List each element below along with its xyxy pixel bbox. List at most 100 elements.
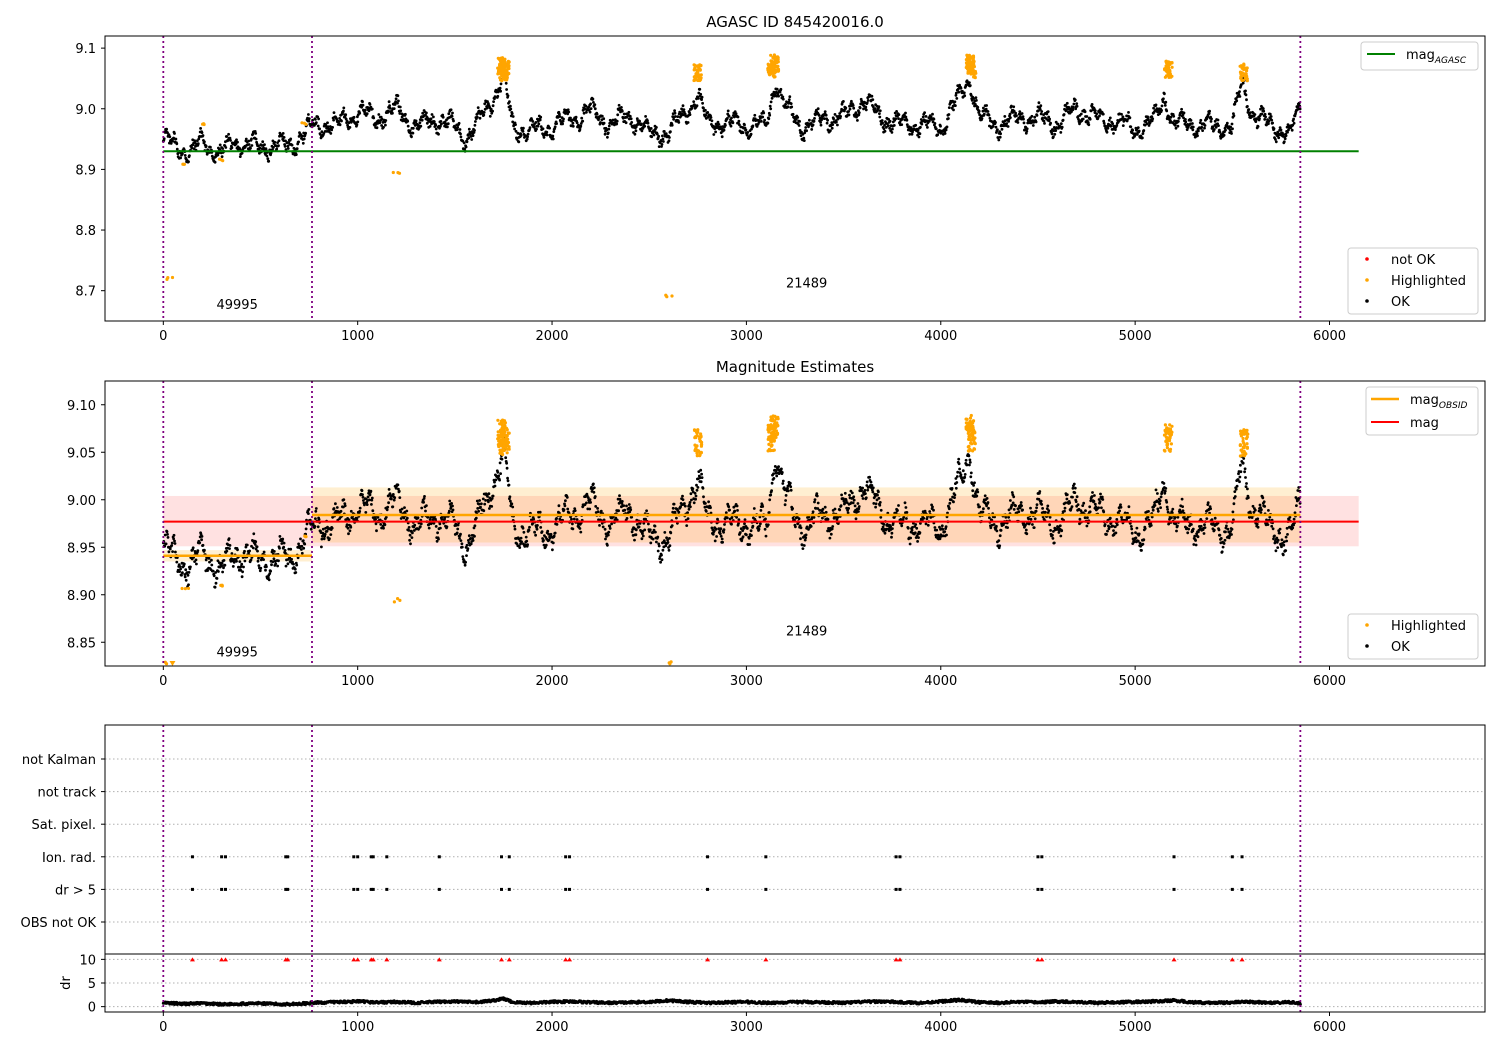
ok-point — [950, 487, 954, 490]
agasc-panel: AGASC ID 845420016.0 0 1000 2000 3000 4000 50… — [75, 13, 1486, 344]
ok-point — [764, 517, 767, 521]
ok-point — [1115, 518, 1119, 521]
ok-point — [661, 548, 665, 552]
ok-point — [745, 133, 749, 137]
ok-point — [584, 104, 588, 108]
ok-point — [655, 540, 658, 544]
ok-point — [398, 496, 402, 499]
ok-point — [1105, 130, 1109, 134]
ok-point — [375, 126, 379, 130]
ok-point — [459, 532, 462, 536]
ok-point — [1281, 133, 1285, 137]
ok-point — [270, 563, 273, 567]
ok-point — [826, 517, 830, 521]
ok-point — [770, 96, 774, 100]
ok-point — [505, 461, 508, 465]
ok-point — [481, 497, 485, 501]
ok-point — [826, 118, 829, 122]
ok-point — [434, 123, 438, 127]
ok-point — [175, 560, 179, 564]
ok-point — [1039, 112, 1043, 116]
ok-point — [879, 515, 883, 519]
ok-point — [1076, 503, 1080, 506]
ok-point — [494, 478, 498, 482]
ok-point — [349, 120, 353, 124]
ok-point — [539, 526, 543, 529]
ok-point — [1191, 128, 1195, 132]
ok-point — [686, 511, 689, 514]
ok-point — [599, 509, 603, 513]
ok-point — [714, 130, 717, 134]
ok-point — [218, 143, 222, 147]
ok-point — [241, 570, 245, 574]
ok-point — [968, 81, 971, 84]
ok-point — [927, 119, 931, 123]
ok-point — [799, 537, 802, 541]
ok-point — [392, 498, 396, 502]
ok-point — [437, 537, 440, 541]
ok-point — [800, 531, 803, 535]
ok-point — [843, 109, 846, 113]
ok-point — [1214, 125, 1218, 129]
legend-label: Highlighted — [1391, 274, 1466, 289]
ok-point — [455, 128, 459, 132]
ok-point — [870, 94, 874, 98]
ok-point — [722, 128, 726, 132]
ok-point — [370, 496, 374, 500]
ok-point — [953, 496, 956, 499]
highlighted-point — [397, 171, 402, 175]
ok-point — [1025, 129, 1029, 133]
ok-point — [500, 457, 504, 461]
ok-point — [890, 531, 894, 535]
ok-point — [805, 525, 809, 529]
ok-point — [1010, 104, 1013, 108]
highlighted-point — [497, 57, 501, 61]
ok-point — [498, 461, 502, 465]
ok-point — [509, 104, 512, 108]
ok-point — [472, 131, 476, 134]
ok-point — [356, 120, 360, 124]
ok-point — [534, 121, 538, 124]
ok-point — [634, 533, 638, 537]
ok-point — [499, 89, 502, 93]
ok-point — [309, 527, 313, 531]
ok-point — [1071, 486, 1075, 490]
highlighted-point — [699, 77, 703, 82]
ok-point — [304, 527, 308, 531]
ok-point — [713, 539, 717, 543]
ok-point — [370, 107, 374, 111]
ok-point — [1072, 105, 1075, 109]
ok-point — [526, 132, 530, 136]
highlighted-point — [506, 65, 510, 69]
y-tick-label: 8.7 — [75, 285, 96, 300]
ok-point — [616, 113, 620, 117]
ok-point — [926, 126, 929, 129]
ok-point — [473, 129, 476, 132]
ok-point — [201, 543, 205, 547]
ok-point — [1059, 534, 1063, 538]
ok-point — [813, 117, 816, 120]
ok-point — [824, 113, 828, 117]
ok-point — [463, 563, 467, 567]
ok-point — [1047, 509, 1051, 513]
ok-point — [466, 547, 470, 551]
ok-point — [482, 111, 486, 114]
ok-point — [175, 147, 179, 151]
ok-point — [428, 125, 432, 128]
ok-point — [952, 500, 955, 504]
ok-point — [527, 528, 531, 532]
ok-point — [719, 125, 723, 129]
ok-point — [947, 106, 951, 109]
ok-point — [1100, 495, 1104, 499]
highlighted-point — [1165, 70, 1170, 74]
ok-point — [824, 510, 828, 514]
ok-point — [707, 500, 710, 504]
ok-point — [314, 507, 318, 510]
ok-point — [772, 90, 776, 94]
ok-point — [877, 496, 881, 500]
ok-point — [728, 508, 731, 512]
ok-point — [871, 98, 875, 101]
ok-point — [1169, 115, 1173, 119]
ok-point — [420, 118, 424, 122]
ok-point — [652, 133, 656, 137]
